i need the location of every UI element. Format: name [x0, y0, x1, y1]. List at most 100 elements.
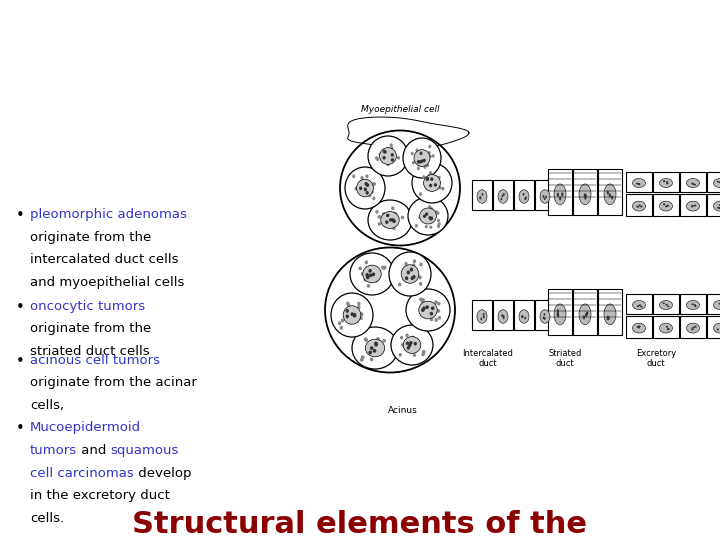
Ellipse shape: [667, 205, 669, 207]
Ellipse shape: [381, 212, 399, 228]
Ellipse shape: [418, 215, 422, 219]
Ellipse shape: [412, 264, 415, 267]
Ellipse shape: [666, 181, 668, 183]
Ellipse shape: [360, 358, 364, 362]
Ellipse shape: [374, 343, 378, 347]
Ellipse shape: [345, 167, 385, 209]
Ellipse shape: [353, 314, 356, 318]
Ellipse shape: [397, 156, 400, 160]
Ellipse shape: [428, 154, 432, 158]
Ellipse shape: [372, 273, 375, 276]
Ellipse shape: [639, 304, 642, 306]
Ellipse shape: [353, 313, 356, 317]
Ellipse shape: [407, 271, 410, 274]
Ellipse shape: [423, 165, 426, 169]
Ellipse shape: [378, 222, 381, 226]
Ellipse shape: [391, 325, 433, 365]
Ellipse shape: [425, 225, 428, 228]
Ellipse shape: [667, 306, 670, 307]
Bar: [707, 194, 720, 216]
Ellipse shape: [407, 346, 410, 350]
Ellipse shape: [662, 302, 665, 304]
Ellipse shape: [392, 220, 396, 224]
Ellipse shape: [359, 186, 362, 190]
Ellipse shape: [372, 341, 375, 345]
Ellipse shape: [426, 164, 429, 167]
Ellipse shape: [420, 159, 423, 163]
Ellipse shape: [559, 197, 561, 200]
Ellipse shape: [430, 312, 433, 315]
Ellipse shape: [371, 190, 374, 194]
Bar: [626, 172, 652, 192]
Ellipse shape: [421, 308, 425, 312]
Ellipse shape: [428, 175, 432, 179]
Ellipse shape: [430, 207, 433, 211]
Ellipse shape: [686, 300, 700, 309]
Text: acinous cell tumors: acinous cell tumors: [30, 354, 160, 367]
Ellipse shape: [636, 305, 639, 307]
Ellipse shape: [434, 318, 438, 322]
Ellipse shape: [482, 193, 483, 195]
Bar: [573, 169, 597, 215]
Ellipse shape: [429, 171, 432, 174]
Ellipse shape: [331, 293, 373, 337]
Text: pleomorphic adenomas: pleomorphic adenomas: [30, 208, 187, 221]
Text: •: •: [16, 208, 24, 223]
Ellipse shape: [417, 166, 420, 170]
Ellipse shape: [545, 195, 547, 198]
Ellipse shape: [415, 224, 418, 227]
Ellipse shape: [403, 336, 420, 353]
Ellipse shape: [607, 191, 609, 194]
Bar: [493, 300, 513, 330]
Ellipse shape: [356, 179, 374, 197]
Ellipse shape: [554, 304, 566, 325]
Text: Myoepithelial cell: Myoepithelial cell: [361, 105, 439, 114]
Bar: [548, 169, 572, 215]
Ellipse shape: [359, 267, 362, 271]
Ellipse shape: [638, 184, 640, 185]
Ellipse shape: [438, 176, 441, 179]
Text: cells,: cells,: [30, 399, 64, 412]
Ellipse shape: [382, 212, 386, 215]
Ellipse shape: [691, 328, 693, 330]
Bar: [548, 289, 572, 335]
Ellipse shape: [524, 317, 526, 320]
Ellipse shape: [611, 195, 613, 200]
Ellipse shape: [364, 186, 367, 190]
Ellipse shape: [694, 305, 697, 307]
Ellipse shape: [379, 349, 383, 353]
Ellipse shape: [426, 164, 429, 167]
Ellipse shape: [714, 323, 720, 333]
Ellipse shape: [544, 317, 546, 320]
Ellipse shape: [667, 328, 670, 330]
Ellipse shape: [583, 315, 585, 320]
Ellipse shape: [428, 151, 431, 154]
Ellipse shape: [346, 301, 349, 306]
Ellipse shape: [381, 266, 384, 269]
Text: tumors: tumors: [30, 444, 77, 457]
Ellipse shape: [347, 303, 350, 307]
Bar: [653, 316, 679, 338]
Ellipse shape: [390, 143, 393, 147]
Ellipse shape: [361, 176, 364, 180]
Ellipse shape: [346, 309, 349, 313]
Ellipse shape: [391, 153, 394, 157]
Ellipse shape: [409, 265, 412, 269]
Ellipse shape: [410, 152, 414, 156]
Text: •: •: [16, 421, 24, 436]
Ellipse shape: [392, 212, 396, 215]
Ellipse shape: [366, 183, 369, 187]
Bar: [680, 194, 706, 216]
Ellipse shape: [370, 346, 374, 350]
Ellipse shape: [519, 190, 529, 203]
Text: develop: develop: [134, 467, 192, 480]
Ellipse shape: [382, 150, 386, 153]
Ellipse shape: [579, 304, 591, 325]
Bar: [514, 300, 534, 330]
Ellipse shape: [438, 186, 441, 190]
Ellipse shape: [716, 181, 719, 183]
Ellipse shape: [363, 187, 366, 191]
Ellipse shape: [406, 289, 450, 331]
Ellipse shape: [429, 217, 433, 220]
Ellipse shape: [434, 183, 437, 187]
